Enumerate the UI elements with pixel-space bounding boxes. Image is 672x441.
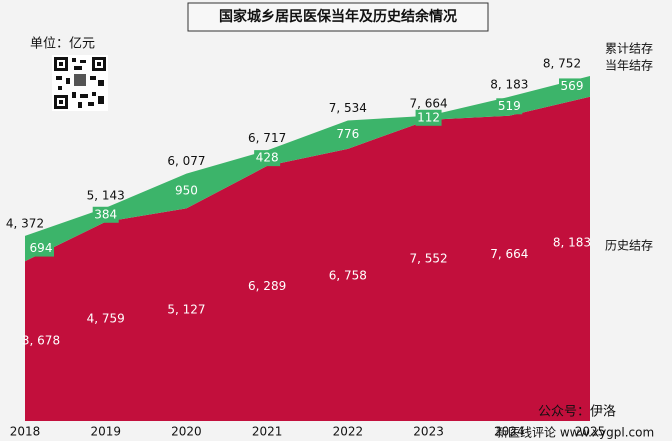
area	[25, 96, 590, 421]
value-label-box	[92, 206, 119, 223]
value-label-box	[334, 126, 361, 143]
value-label: 8, 183	[553, 235, 591, 249]
watermark: 公众号：伊洛	[538, 405, 616, 420]
value-label: 7, 664	[490, 247, 528, 261]
x-tick-label: 2019	[90, 425, 121, 439]
total-label: 4, 372	[6, 216, 44, 230]
value-label: 7, 552	[409, 251, 447, 265]
value-label: 6, 758	[329, 268, 367, 282]
qr-code	[52, 55, 108, 111]
x-tick-label: 2024	[494, 425, 525, 439]
value-label-box	[28, 240, 54, 257]
value-label-box	[173, 183, 200, 200]
total-label: 7, 534	[329, 101, 367, 115]
value-label-box	[415, 109, 442, 126]
value-label: 5, 127	[167, 303, 205, 317]
value-label-box	[254, 150, 281, 167]
x-tick-label: 2021	[252, 425, 283, 439]
value-label: 112	[417, 110, 440, 124]
total-label: 5, 143	[87, 188, 125, 202]
x-tick-label: 2023	[413, 425, 444, 439]
area	[25, 76, 590, 262]
x-tick-label: 2022	[333, 425, 364, 439]
total-label: 6, 717	[248, 131, 286, 145]
value-label: 569	[561, 79, 584, 93]
value-label: 428	[256, 151, 279, 165]
x-tick-label: 2018	[10, 425, 41, 439]
total-label: 8, 752	[543, 57, 581, 71]
x-tick-label: 2025	[575, 425, 606, 439]
value-label: 776	[336, 127, 359, 141]
total-label: 6, 077	[167, 154, 205, 168]
value-label: 950	[175, 184, 198, 198]
legend-label: 当年结存	[605, 59, 653, 73]
total-label: 8, 183	[490, 77, 528, 91]
value-label: 4, 759	[87, 312, 125, 326]
x-tick-label: 2020	[171, 425, 202, 439]
unit-label: 单位：亿元	[30, 37, 95, 52]
legend-label: 历史结存	[605, 239, 653, 253]
chart-title: 国家城乡居民医保当年及历史结余情况	[219, 8, 457, 25]
legend-label: 累计结存	[605, 42, 653, 56]
value-label: 384	[94, 207, 117, 221]
title-box	[187, 2, 489, 32]
value-label: 6, 289	[248, 279, 286, 293]
total-label: 7, 664	[409, 96, 447, 110]
value-label-box	[496, 98, 523, 115]
value-label: 519	[498, 99, 521, 113]
watermark: 新医线评论 www.xygpl.com	[496, 425, 654, 440]
value-label-box	[559, 78, 585, 95]
value-label: 3, 678	[22, 334, 60, 348]
value-label: 694	[30, 241, 53, 255]
